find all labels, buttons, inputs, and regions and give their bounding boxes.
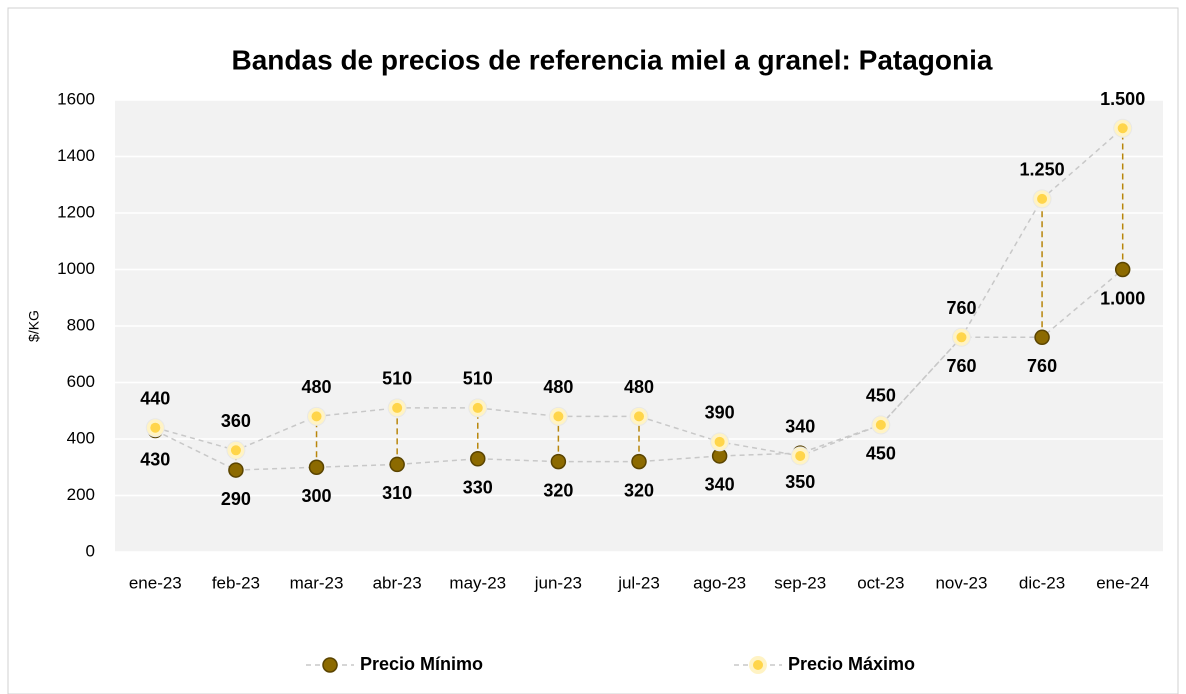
- marker: [553, 411, 564, 422]
- data-label: 510: [463, 369, 493, 389]
- data-label: 450: [866, 444, 896, 464]
- x-tick-label: dic-23: [1019, 573, 1065, 592]
- y-tick-label: 1600: [57, 89, 95, 108]
- data-label: 310: [382, 483, 412, 503]
- x-tick-label: feb-23: [212, 573, 260, 592]
- x-tick-label: ene-23: [129, 573, 182, 592]
- y-tick-label: 1000: [57, 259, 95, 278]
- data-label: 760: [946, 298, 976, 318]
- marker: [634, 411, 644, 422]
- x-tick-label: jul-23: [617, 573, 660, 592]
- chart-title: Bandas de precios de referencia miel a g…: [232, 44, 993, 75]
- marker: [230, 445, 241, 456]
- x-tick-label: nov-23: [935, 573, 987, 592]
- y-tick-label: 0: [86, 541, 95, 560]
- data-label: 300: [302, 486, 332, 506]
- marker: [308, 459, 325, 475]
- marker: [1117, 123, 1128, 134]
- data-label: 480: [624, 377, 654, 397]
- marker: [1037, 193, 1048, 204]
- x-tick-label: mar-23: [290, 573, 344, 592]
- data-label: 390: [705, 403, 735, 423]
- data-label: 1.500: [1100, 89, 1145, 109]
- y-tick-label: 400: [67, 428, 95, 447]
- x-tick-label: jun-23: [534, 573, 582, 592]
- data-label: 320: [543, 480, 573, 500]
- marker: [150, 422, 161, 433]
- x-tick-label: ene-24: [1096, 573, 1149, 592]
- marker: [875, 419, 886, 430]
- x-tick-label: sep-23: [774, 573, 826, 592]
- y-axis-label: $/KG: [26, 310, 42, 342]
- marker: [714, 436, 725, 447]
- legend-label: Precio Máximo: [788, 654, 915, 674]
- y-tick-label: 800: [67, 315, 95, 334]
- data-label: 510: [382, 369, 412, 389]
- marker: [631, 453, 647, 470]
- y-tick-label: 1400: [57, 146, 95, 165]
- marker: [1034, 329, 1050, 346]
- legend-label: Precio Mínimo: [360, 654, 483, 674]
- marker: [550, 453, 567, 470]
- legend-marker: [322, 657, 338, 673]
- marker: [392, 402, 403, 413]
- data-label: 330: [463, 478, 493, 498]
- marker: [795, 450, 806, 461]
- data-label: 320: [624, 480, 654, 500]
- marker: [470, 451, 486, 467]
- data-label: 340: [705, 475, 735, 495]
- data-label: 350: [785, 472, 815, 492]
- legend-marker: [753, 660, 763, 670]
- data-label: 480: [302, 377, 332, 397]
- data-label: 440: [140, 388, 170, 408]
- marker: [1114, 261, 1131, 278]
- marker: [956, 332, 967, 343]
- data-label: 1.250: [1020, 160, 1065, 180]
- data-label: 340: [785, 417, 815, 437]
- data-label: 760: [946, 356, 976, 376]
- data-label: 1.000: [1100, 288, 1145, 308]
- x-tick-label: ago-23: [693, 573, 746, 592]
- y-tick-label: 200: [67, 485, 95, 504]
- marker: [472, 402, 483, 413]
- x-tick-label: abr-23: [373, 573, 422, 592]
- data-label: 480: [543, 377, 573, 397]
- data-label: 450: [866, 386, 896, 406]
- y-tick-label: 1200: [57, 202, 95, 221]
- marker: [228, 462, 244, 478]
- data-label: 360: [221, 411, 251, 431]
- y-tick-label: 600: [67, 372, 95, 391]
- x-tick-label: oct-23: [857, 573, 904, 592]
- data-label: 760: [1027, 356, 1057, 376]
- x-tick-label: may-23: [449, 573, 506, 592]
- marker: [311, 411, 322, 422]
- data-label: 430: [140, 449, 170, 469]
- marker: [389, 456, 405, 473]
- data-label: 290: [221, 489, 251, 509]
